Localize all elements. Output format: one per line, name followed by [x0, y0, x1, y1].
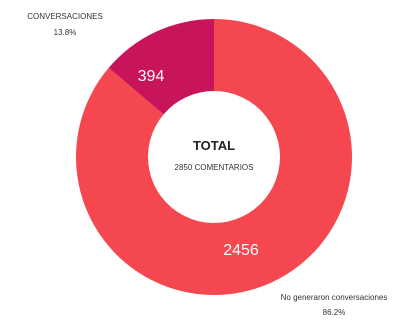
- label-no-conversaciones: No generaron conversaciones: [281, 293, 388, 302]
- slice-value-no-conversaciones: 2456: [223, 242, 259, 259]
- percent-conversaciones: 13.8%: [54, 28, 77, 37]
- center-subtitle: 2850 COMENTARIOS: [175, 163, 254, 172]
- slice-no-conversaciones[interactable]: [75, 19, 353, 296]
- slice-conversaciones[interactable]: [108, 19, 214, 115]
- slice-value-conversaciones: 394: [138, 68, 165, 85]
- label-conversaciones: CONVERSACIONES: [27, 12, 103, 21]
- center-title: TOTAL: [193, 138, 235, 153]
- percent-no-conversaciones: 86.2%: [323, 308, 346, 317]
